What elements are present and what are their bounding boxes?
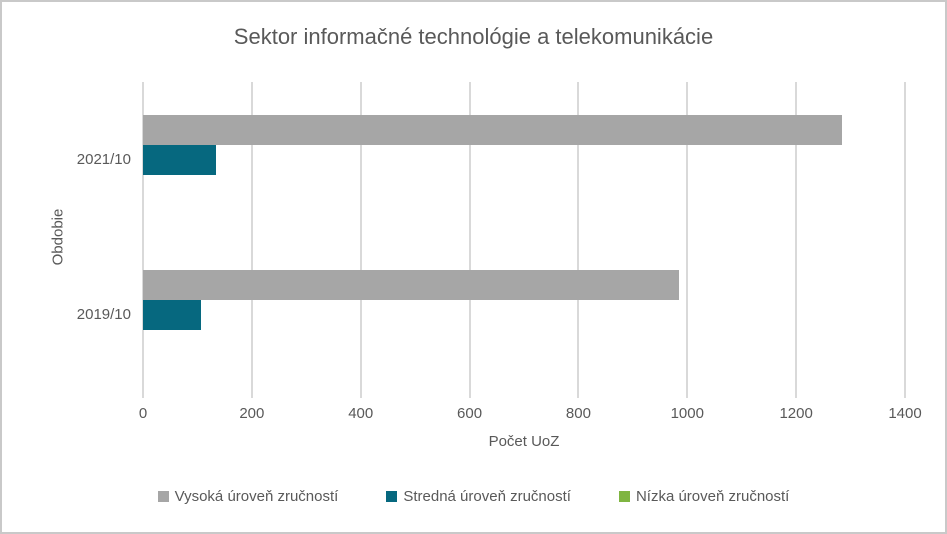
x-tick-label: 400	[348, 405, 374, 422]
gridline	[250, 82, 253, 392]
axis-tick	[795, 392, 798, 398]
legend-label: Vysoká úroveň zručností	[174, 488, 339, 505]
legend-swatch	[618, 491, 630, 502]
gridline	[468, 82, 471, 392]
x-tick-label: 200	[239, 405, 265, 422]
gridline	[686, 82, 689, 392]
y-axis-title: Obdobie	[49, 208, 67, 266]
chart-title: Sektor informačné technológie a telekomu…	[233, 24, 714, 49]
bar	[143, 269, 680, 300]
x-tick-label: 800	[565, 405, 591, 422]
x-axis-title: Počet UoZ	[488, 433, 560, 450]
gridline	[795, 82, 798, 392]
legend-item: Nízka úroveň zručností	[618, 488, 790, 505]
axis-tick	[468, 392, 471, 398]
x-tick-label: 1200	[779, 405, 813, 422]
legend-swatch	[157, 491, 169, 502]
axis-tick	[904, 392, 906, 398]
legend-swatch	[386, 491, 398, 502]
category-label: 2021/10	[76, 150, 131, 168]
bar	[143, 144, 216, 175]
x-tick-label: 600	[457, 405, 483, 422]
legend-label: Nízka úroveň zručností	[635, 488, 790, 505]
axis-tick	[686, 392, 689, 398]
x-tick-label: 0	[138, 405, 148, 422]
gridline	[359, 82, 362, 392]
x-tick-label: 1000	[670, 405, 704, 422]
axis-tick	[250, 392, 253, 398]
category-label: 2019/10	[76, 305, 131, 323]
legend: Vysoká úroveň zručností Stredná úroveň zr…	[2, 488, 945, 505]
bar	[143, 114, 842, 145]
axis-tick	[359, 392, 362, 398]
bar	[143, 299, 202, 330]
axis-tick	[577, 392, 580, 398]
legend-item: Stredná úroveň zručností	[386, 488, 571, 505]
axis-tick	[142, 392, 144, 398]
gridline	[142, 82, 144, 392]
x-tick-label: 1400	[888, 405, 922, 422]
legend-label: Stredná úroveň zručností	[403, 488, 571, 505]
gridline	[577, 82, 580, 392]
legend-item: Vysoká úroveň zručností	[157, 488, 339, 505]
gridline	[904, 82, 906, 392]
